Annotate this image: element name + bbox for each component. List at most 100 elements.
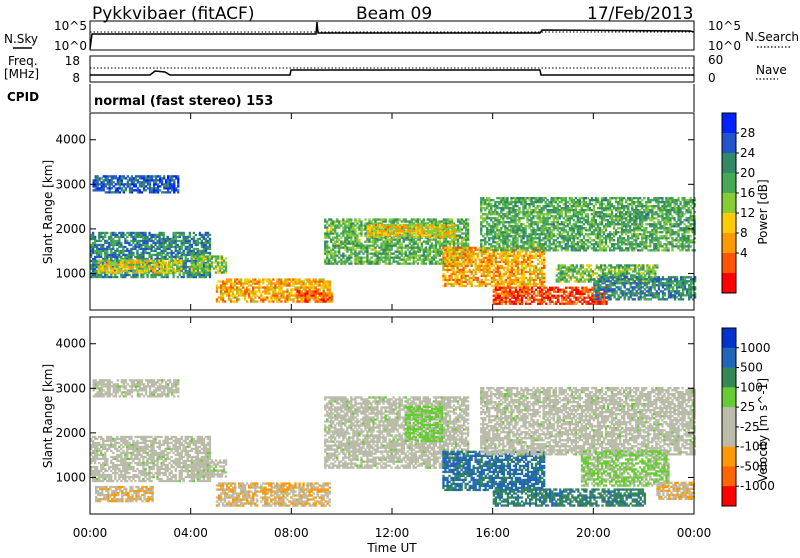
echo-cell: [541, 271, 543, 273]
echo-cell: [153, 181, 155, 183]
echo-cell: [183, 232, 185, 234]
echo-cell: [467, 279, 469, 281]
echo-cell: [238, 280, 240, 282]
echo-cell: [482, 197, 484, 199]
echo-cell: [350, 255, 352, 257]
echo-cell: [94, 244, 96, 246]
echo-cell: [354, 230, 356, 232]
echo-cell: [102, 232, 104, 234]
echo-cell: [587, 297, 589, 299]
echo-cell: [449, 234, 451, 236]
echo-cell: [492, 213, 494, 215]
echo-cell: [395, 261, 397, 263]
echo-cell: [95, 175, 97, 177]
echo-cell: [494, 219, 496, 221]
echo-cell: [342, 222, 344, 224]
echo-cell: [529, 261, 531, 263]
echo-cell: [513, 301, 515, 303]
echo-cell: [342, 247, 344, 249]
echo-cell: [254, 292, 256, 294]
echo-cell: [162, 271, 164, 273]
echo-cell: [533, 271, 535, 273]
echo-cell: [360, 245, 362, 247]
echo-cell: [456, 269, 458, 271]
echo-cell: [254, 296, 256, 298]
echo-cell: [446, 279, 448, 281]
echo-cell: [441, 263, 443, 265]
echo-cell: [205, 244, 207, 246]
echo-cell: [193, 238, 195, 240]
echo-cell: [159, 179, 161, 181]
echo-cell: [366, 255, 368, 257]
echo-cell: [490, 227, 492, 229]
echo-cell: [120, 261, 122, 263]
echo-cell: [442, 277, 444, 279]
echo-cell: [346, 243, 348, 245]
echo-cell: [126, 232, 128, 234]
echo-cell: [344, 243, 346, 245]
echo-cell: [92, 244, 94, 246]
echo-cell: [120, 259, 122, 261]
echo-cell: [296, 278, 298, 280]
echo-cell: [147, 183, 149, 185]
echo-cell: [136, 234, 138, 236]
echo-cell: [387, 253, 389, 255]
echo-cell: [389, 245, 391, 247]
echo-cell: [132, 240, 134, 242]
echo-cell: [278, 290, 280, 292]
echo-cell: [102, 265, 104, 267]
echo-cell: [391, 232, 393, 234]
echo-cell: [313, 292, 315, 294]
echo-cell: [207, 252, 209, 254]
echo-cell: [132, 246, 134, 248]
echo-cell: [498, 237, 500, 239]
echo-cell: [429, 218, 431, 220]
echo-cell: [116, 244, 118, 246]
echo-cell: [166, 265, 168, 267]
echo-cell: [494, 201, 496, 203]
echo-cell: [502, 197, 504, 199]
echo-cell: [419, 247, 421, 249]
echo-cell: [565, 295, 567, 297]
echo-cell: [160, 259, 162, 261]
echo-cell: [280, 300, 282, 302]
echo-cell: [98, 261, 100, 263]
echo-cell: [467, 247, 469, 249]
echo-cell: [334, 247, 336, 249]
echo-cell: [463, 232, 465, 234]
echo-cell: [427, 224, 429, 226]
echo-cell: [603, 299, 605, 301]
echo-cell: [389, 247, 391, 249]
echo-cell: [480, 209, 482, 211]
echo-cell: [319, 278, 321, 280]
echo-cell: [501, 253, 503, 255]
echo-cell: [577, 289, 579, 291]
echo-cell: [482, 203, 484, 205]
echo-cell: [441, 236, 443, 238]
echo-cell: [308, 292, 310, 294]
echo-cell: [409, 253, 411, 255]
echo-cell: [156, 246, 158, 248]
echo-cell: [465, 235, 467, 237]
echo-cell: [306, 290, 308, 292]
echo-cell: [461, 228, 463, 230]
echo-cell: [435, 239, 437, 241]
echo-cell: [480, 205, 482, 207]
echo-cell: [171, 238, 173, 240]
echo-cell: [413, 247, 415, 249]
echo-cell: [454, 263, 456, 265]
echo-cell: [97, 179, 99, 181]
echo-cell: [290, 292, 292, 294]
echo-cell: [411, 257, 413, 259]
echo-cell: [173, 175, 175, 177]
echo-cell: [142, 271, 144, 273]
echo-cell: [136, 261, 138, 263]
echo-cell: [480, 217, 482, 219]
echo-cell: [441, 243, 443, 245]
echo-cell: [100, 250, 102, 252]
echo-cell: [591, 289, 593, 291]
echo-cell: [496, 237, 498, 239]
echo-cell: [96, 246, 98, 248]
echo-cell: [529, 285, 531, 287]
echo-cell: [555, 295, 557, 297]
